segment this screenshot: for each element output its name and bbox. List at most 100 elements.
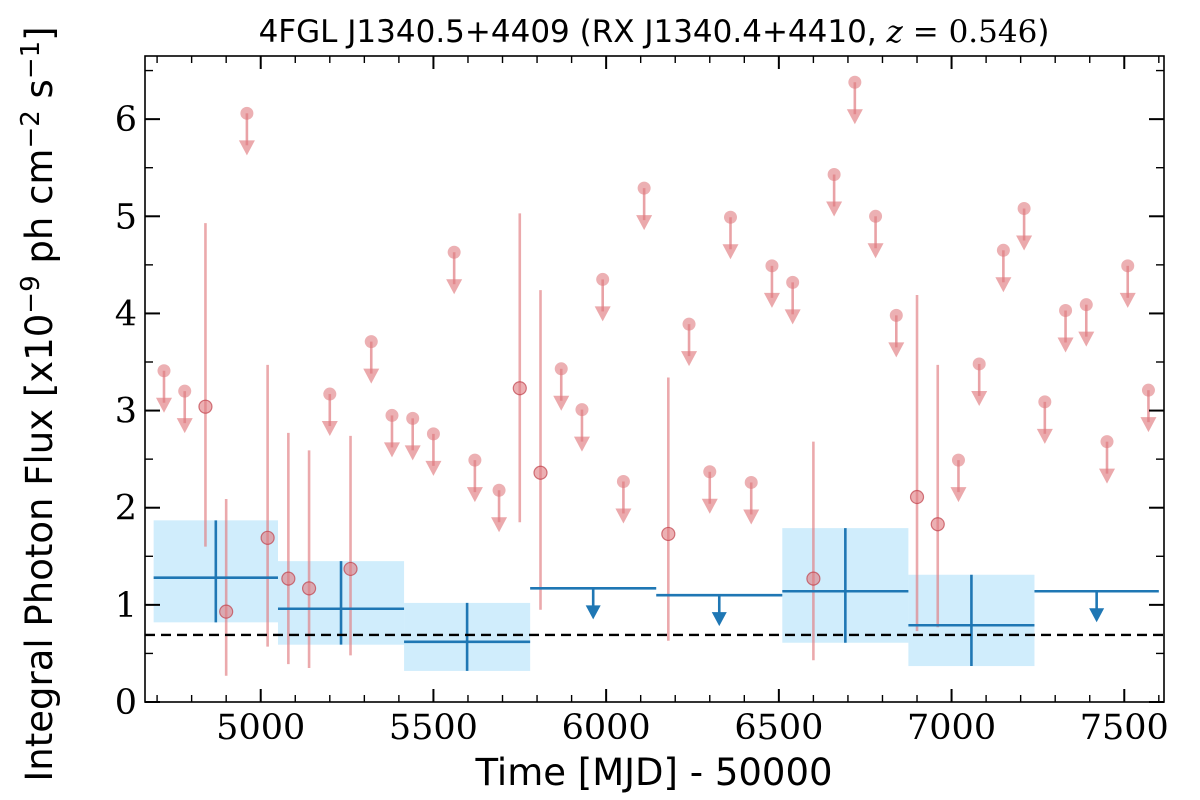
short-bin-ul-point [996,243,1010,257]
short-bin-ul-arrow [971,390,988,406]
short-bin-point [343,561,358,577]
plot-frame [144,55,1165,703]
short-bin-point [281,571,296,586]
short-bin-ul-point [406,411,420,425]
long-bin-ul-arrow [711,612,727,627]
chart-title-prefix: 4FGL J1340.5+4409 (RX J1340.4+4410, [259,14,887,50]
short-bin-ul-arrow [681,351,698,367]
y-axis-label-unit2: s [18,79,61,110]
short-bin-ul-arrow [1140,417,1157,433]
short-bin-point [661,526,676,542]
y-axis-label-unit1: ph cm [18,149,61,276]
short-bin-ul-point [703,465,717,479]
short-bin-ul-point [848,75,862,89]
y-tick-label: 3 [115,392,137,432]
short-bin-ul-arrow [238,140,255,156]
x-tick-label: 7500 [1080,708,1169,748]
y-tick-label: 1 [115,586,137,626]
short-bin-ul-arrow [321,421,338,437]
short-bin-point [198,399,213,414]
y-tick-label: 2 [115,489,137,529]
short-bin-ul-arrow [1016,235,1033,251]
short-bin-ul-point [157,364,171,378]
chart-title: 4FGL J1340.5+4409 (RX J1340.4+4410, z = … [259,14,1050,50]
short-bin-point [301,581,317,596]
axes [144,55,1165,703]
x-tick-label: 7000 [907,708,996,748]
short-bin-ul-arrow [1036,428,1053,444]
short-bin-ul-arrow [701,498,718,514]
short-bin-ul-point [951,453,965,467]
plot-content [145,75,1164,676]
short-bin-ul-arrow [1078,331,1095,347]
short-bin-point [533,465,548,480]
x-tick-label: 5500 [389,708,478,748]
y-axis-label-close: ] [18,26,61,40]
chart-title-suffix: ) [1037,14,1049,50]
short-bin-ul-arrow [722,244,739,260]
short-bin-ul-point [889,308,903,322]
short-bin-ul-point [765,259,779,273]
short-bin-ul-arrow [176,418,193,434]
short-bin-ul-arrow [446,279,463,295]
short-bin-ul-arrow [636,215,653,231]
y-tick-label: 0 [115,683,137,723]
y-axis-label-text: Integral Photon Flux [x10 [18,314,61,782]
short-bin-ul-point [178,384,192,398]
short-bin-point [512,381,527,396]
short-bin-ul-arrow [950,487,967,503]
short-bin-ul-arrow [888,342,905,358]
short-bin-ul-point [1059,304,1073,318]
short-bin-ul-arrow [784,309,801,325]
short-bin-ul-point [575,403,589,417]
short-bin-series [155,75,1157,676]
short-bin-ul-point [492,483,506,497]
y-tick-label: 6 [115,100,137,140]
short-bin-ul-arrow [594,306,611,322]
long-bin-series [153,520,1159,671]
short-bin-ul-arrow [491,517,508,533]
short-bin-ul-arrow [615,508,632,524]
short-bin-ul-point [468,453,482,467]
short-bin-ul-arrow [763,292,780,308]
short-bin-ul-point [616,474,630,488]
short-bin-ul-arrow [553,395,570,411]
short-bin-ul-point [1121,259,1135,273]
short-bin-ul-point [744,475,758,489]
x-axis-label: Time [MJD] - 50000 [474,751,832,794]
short-bin-ul-arrow [383,442,400,458]
short-bin-ul-point [323,387,337,401]
x-tick-label: 5000 [216,708,305,748]
long-bin-ul-arrow [1089,608,1105,623]
short-bin-ul-arrow [155,397,172,413]
short-bin-ul-arrow [846,109,863,125]
short-bin-ul-point [1079,298,1093,312]
short-bin-ul-point [1038,395,1052,409]
chart-title-value: 0.546 [949,14,1038,50]
short-bin-ul-point [240,106,254,120]
short-bin-ul-point [596,272,610,286]
short-bin-point [909,489,925,505]
short-bin-ul-arrow [466,487,483,503]
short-bin-ul-point [426,427,440,441]
short-bin-point [260,530,275,545]
short-bin-point [806,571,821,586]
short-bin-ul-arrow [425,460,442,476]
y-tick-label: 5 [115,197,137,237]
short-bin-ul-arrow [995,277,1012,293]
y-axis-label: Integral Photon Flux [x10−9 ph cm−2 s−1] [16,26,61,781]
short-bin-ul-arrow [363,368,380,384]
short-bin-ul-point [637,181,651,195]
short-bin-ul-point [827,168,841,182]
short-bin-ul-point [554,362,568,376]
short-bin-ul-arrow [1057,337,1074,353]
short-bin-ul-arrow [1099,468,1116,484]
short-bin-ul-point [972,357,986,371]
y-axis-label-exp3: −1 [16,41,46,79]
long-bin-ul-arrow [585,605,601,620]
short-bin-ul-arrow [743,509,760,525]
short-bin-ul-arrow [1119,292,1136,308]
tick-labels: 5000 5500 6000 6500 7000 7500 0 1 2 3 4 5 6 [115,100,1169,748]
short-bin-ul-point [385,408,399,422]
